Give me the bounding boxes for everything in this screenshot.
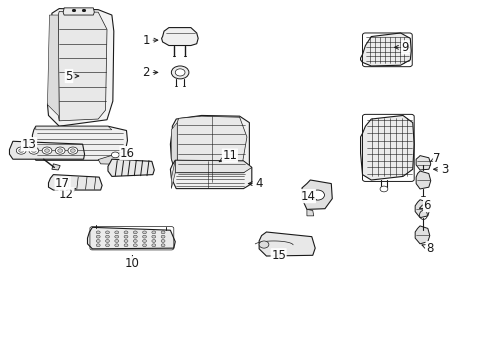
Circle shape	[105, 239, 109, 242]
Polygon shape	[175, 160, 251, 173]
Text: 2: 2	[142, 66, 158, 79]
Text: 1: 1	[142, 33, 158, 47]
Polygon shape	[36, 126, 112, 130]
Text: 14: 14	[300, 190, 315, 203]
Circle shape	[124, 235, 128, 238]
Circle shape	[16, 147, 26, 154]
Text: 9: 9	[394, 41, 408, 54]
Polygon shape	[306, 210, 313, 216]
Text: 12: 12	[59, 188, 75, 201]
Text: 4: 4	[248, 177, 263, 190]
Polygon shape	[177, 116, 246, 182]
Circle shape	[68, 147, 78, 154]
Circle shape	[133, 239, 137, 242]
Polygon shape	[360, 116, 413, 180]
Circle shape	[115, 239, 119, 242]
Circle shape	[111, 152, 119, 158]
Polygon shape	[47, 9, 114, 126]
Circle shape	[29, 147, 39, 154]
Circle shape	[142, 239, 146, 242]
Circle shape	[142, 231, 146, 234]
Polygon shape	[360, 33, 410, 66]
Circle shape	[105, 235, 109, 238]
Polygon shape	[170, 160, 251, 189]
Text: 8: 8	[421, 242, 432, 255]
Text: 17: 17	[55, 177, 70, 190]
Circle shape	[105, 231, 109, 234]
Polygon shape	[415, 171, 430, 189]
Circle shape	[96, 235, 100, 238]
Polygon shape	[48, 175, 102, 190]
Polygon shape	[108, 159, 154, 176]
Circle shape	[124, 239, 128, 242]
Text: 10: 10	[124, 256, 140, 270]
Circle shape	[133, 235, 137, 238]
Circle shape	[152, 231, 156, 234]
Polygon shape	[58, 12, 107, 121]
Text: 5: 5	[65, 69, 79, 82]
Polygon shape	[170, 116, 249, 183]
Text: 3: 3	[433, 163, 447, 176]
Circle shape	[161, 231, 164, 234]
Polygon shape	[47, 15, 59, 121]
Circle shape	[175, 69, 184, 76]
Polygon shape	[87, 227, 175, 249]
Circle shape	[124, 231, 128, 234]
Text: 7: 7	[429, 152, 440, 165]
Circle shape	[96, 244, 100, 247]
Circle shape	[379, 186, 387, 192]
Polygon shape	[63, 8, 94, 15]
Circle shape	[124, 244, 128, 247]
Polygon shape	[9, 141, 84, 159]
Circle shape	[152, 239, 156, 242]
Circle shape	[55, 147, 65, 154]
Circle shape	[58, 149, 62, 152]
Circle shape	[152, 244, 156, 247]
Polygon shape	[259, 232, 315, 256]
Text: 6: 6	[419, 199, 430, 212]
Circle shape	[115, 231, 119, 234]
Circle shape	[96, 239, 100, 242]
Polygon shape	[161, 28, 198, 45]
Circle shape	[310, 190, 324, 200]
Circle shape	[133, 231, 137, 234]
Circle shape	[115, 235, 119, 238]
Circle shape	[259, 241, 268, 248]
Circle shape	[42, 147, 52, 154]
Circle shape	[105, 244, 109, 247]
Circle shape	[142, 235, 146, 238]
Text: 11: 11	[219, 149, 237, 162]
Circle shape	[70, 149, 75, 152]
Text: 16: 16	[120, 147, 135, 159]
Polygon shape	[414, 226, 429, 244]
Polygon shape	[415, 156, 430, 170]
Circle shape	[171, 66, 188, 79]
Polygon shape	[302, 180, 331, 210]
Text: 15: 15	[271, 249, 285, 262]
Polygon shape	[98, 151, 132, 165]
Circle shape	[44, 149, 49, 152]
Circle shape	[133, 244, 137, 247]
Circle shape	[31, 149, 36, 152]
Text: 13: 13	[21, 138, 37, 150]
Polygon shape	[171, 160, 175, 189]
Polygon shape	[32, 126, 127, 160]
Circle shape	[115, 244, 119, 247]
Polygon shape	[414, 200, 429, 218]
Circle shape	[161, 235, 164, 238]
Circle shape	[142, 244, 146, 247]
Circle shape	[152, 235, 156, 238]
Circle shape	[96, 231, 100, 234]
Polygon shape	[171, 123, 177, 176]
Circle shape	[161, 239, 164, 242]
Polygon shape	[52, 164, 60, 170]
Circle shape	[19, 149, 23, 152]
Circle shape	[161, 244, 164, 247]
